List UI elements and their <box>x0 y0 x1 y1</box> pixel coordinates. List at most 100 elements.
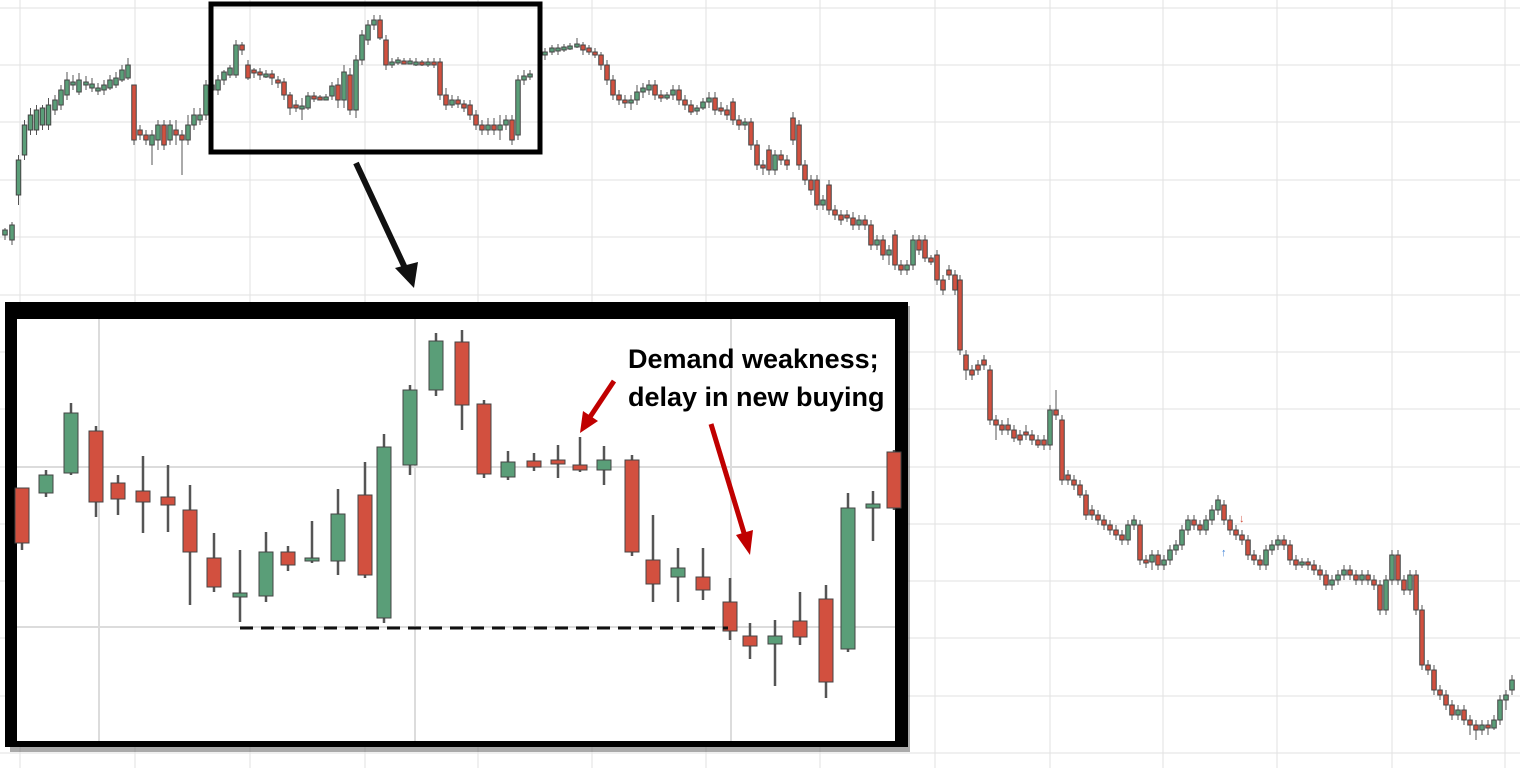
candle <box>790 112 796 145</box>
candle-body-bull <box>1215 499 1221 511</box>
candle <box>1245 535 1251 560</box>
candle-body-bear <box>818 598 834 683</box>
candle-body-bear <box>311 95 317 100</box>
candle-body-bear <box>1281 539 1287 546</box>
candle-body-bear <box>1287 544 1293 561</box>
candle-body-bear <box>1449 704 1455 716</box>
candle-body-bear <box>1395 554 1401 581</box>
candle <box>449 95 455 108</box>
candle-body-bear <box>892 234 898 266</box>
candle <box>1083 490 1089 520</box>
candle-body-bull <box>21 124 28 156</box>
candle-body-bull <box>767 635 783 645</box>
candle-body-bull <box>521 75 527 81</box>
candle <box>580 42 586 55</box>
candle-body-bear <box>526 460 542 468</box>
candle-body-bear <box>1095 514 1101 521</box>
candle <box>45 98 52 130</box>
candle-body-bear <box>1293 559 1299 566</box>
candle <box>856 215 862 230</box>
candle-body-bull <box>497 124 503 131</box>
candle <box>1101 515 1107 530</box>
candle-body-bull <box>1125 524 1131 541</box>
candle-body-bear <box>1371 579 1377 586</box>
candle <box>1395 550 1401 585</box>
candle <box>718 102 724 115</box>
candle-body-bear <box>1005 424 1011 431</box>
candle-body-bear <box>1431 669 1437 691</box>
candle-body-bear <box>999 424 1005 431</box>
candle-body-bull <box>330 513 346 562</box>
candle <box>1485 720 1491 735</box>
candle <box>766 145 772 175</box>
candle-body-bull <box>1167 549 1173 561</box>
candle-body-bear <box>377 19 383 39</box>
candle <box>1047 405 1053 450</box>
up-marker-icon: ↑ <box>1221 547 1227 559</box>
candle <box>371 15 377 30</box>
candle <box>407 58 413 65</box>
candle <box>88 426 104 517</box>
candle-body-bull <box>167 124 173 141</box>
candle <box>676 85 682 105</box>
candle <box>550 445 566 478</box>
candle-body-bear <box>383 39 389 66</box>
annotation-arrow-1 <box>580 379 617 433</box>
candle-body-bull <box>359 34 365 61</box>
candle-body-bear <box>131 84 137 141</box>
candle-body-bear <box>624 459 640 553</box>
candle-body-bear <box>940 279 946 291</box>
candle <box>616 90 622 105</box>
candle <box>15 155 22 205</box>
candle <box>1059 415 1065 485</box>
candle <box>1227 515 1233 535</box>
candle-body-bull <box>9 224 15 241</box>
candle <box>760 160 766 175</box>
candle-body-bear <box>1101 519 1107 526</box>
candle-body-bull <box>215 79 221 91</box>
candle <box>664 92 670 100</box>
candle <box>467 100 473 120</box>
candle-body-bear <box>1305 561 1311 566</box>
candle-body-bear <box>443 94 449 106</box>
candle <box>820 195 826 210</box>
candle <box>1287 540 1293 565</box>
candle <box>1365 570 1371 585</box>
candle <box>95 83 101 95</box>
candle <box>993 415 999 440</box>
candle-body-bear <box>838 214 844 221</box>
candle-body-bull <box>89 83 95 89</box>
candle-body-bear <box>826 184 832 211</box>
candle-body-bear <box>357 494 373 576</box>
candle-body-bull <box>664 94 670 99</box>
candle-body-bear <box>1377 584 1383 611</box>
candle <box>1107 520 1113 535</box>
candle <box>700 98 706 110</box>
candle-body-bear <box>880 239 886 256</box>
candle <box>694 105 700 115</box>
candle <box>999 420 1005 435</box>
candle <box>754 140 760 170</box>
candle-body-bull <box>185 124 191 141</box>
candle <box>767 620 783 686</box>
candle <box>125 58 131 80</box>
candle-body-bull <box>38 474 54 494</box>
candle <box>70 75 76 90</box>
candle-body-bear <box>347 74 353 111</box>
candle-body-bear <box>182 509 198 553</box>
candle <box>515 75 521 140</box>
candle <box>682 95 688 110</box>
candle <box>624 455 640 556</box>
candle <box>886 450 902 510</box>
candle-body-bull <box>1269 544 1275 551</box>
candle-body-bull <box>191 114 197 126</box>
candle <box>969 365 975 380</box>
candle-body-bull <box>407 60 413 65</box>
candle-body-bear <box>550 459 566 465</box>
candle-body-bear <box>1077 484 1083 496</box>
candle <box>107 75 113 90</box>
candle <box>1377 580 1383 615</box>
candle <box>83 76 89 90</box>
candle <box>304 521 320 563</box>
candle-body-bear <box>802 164 808 181</box>
